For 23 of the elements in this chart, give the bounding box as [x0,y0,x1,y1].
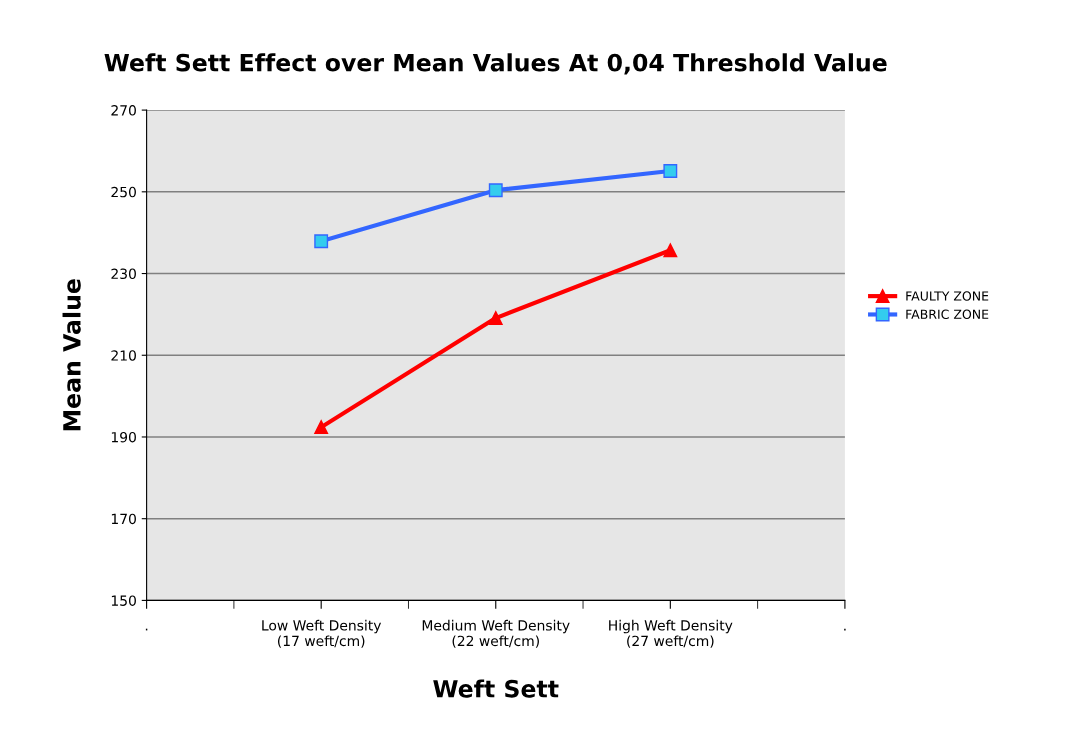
y-axis-title: Mean Value [62,279,81,431]
y-tick-label: 230 [111,268,136,280]
x-tick-label: . [145,628,148,631]
y-tick-label: 270 [111,105,136,116]
x-axis-title: Weft Sett [433,679,559,698]
x-tick-label: Medium Weft Density (22 weft/cm) [422,619,570,648]
y-tick-label: 210 [111,350,136,361]
point [314,234,329,249]
y-tick-label: 150 [111,595,136,606]
point [663,243,678,258]
point [488,183,503,198]
point [488,311,503,326]
y-tick-label: 250 [111,186,136,198]
x-tick-label: High Weft Density (27 weft/cm) [609,619,733,648]
chart-title: Weft Sett Effect over Mean Values At 0,04 Threshold Value [104,53,887,75]
point [663,164,678,178]
x-tick-label: . [844,628,846,631]
y-tick-label: 190 [111,431,136,443]
legend-label: FAULTY ZONE [906,291,989,301]
x-tick-label: Low Weft Density (17 weft/cm) [262,619,382,648]
y-tick-label: 170 [111,513,136,525]
legend-label: FABRIC ZONE [906,309,989,320]
point [314,420,329,435]
